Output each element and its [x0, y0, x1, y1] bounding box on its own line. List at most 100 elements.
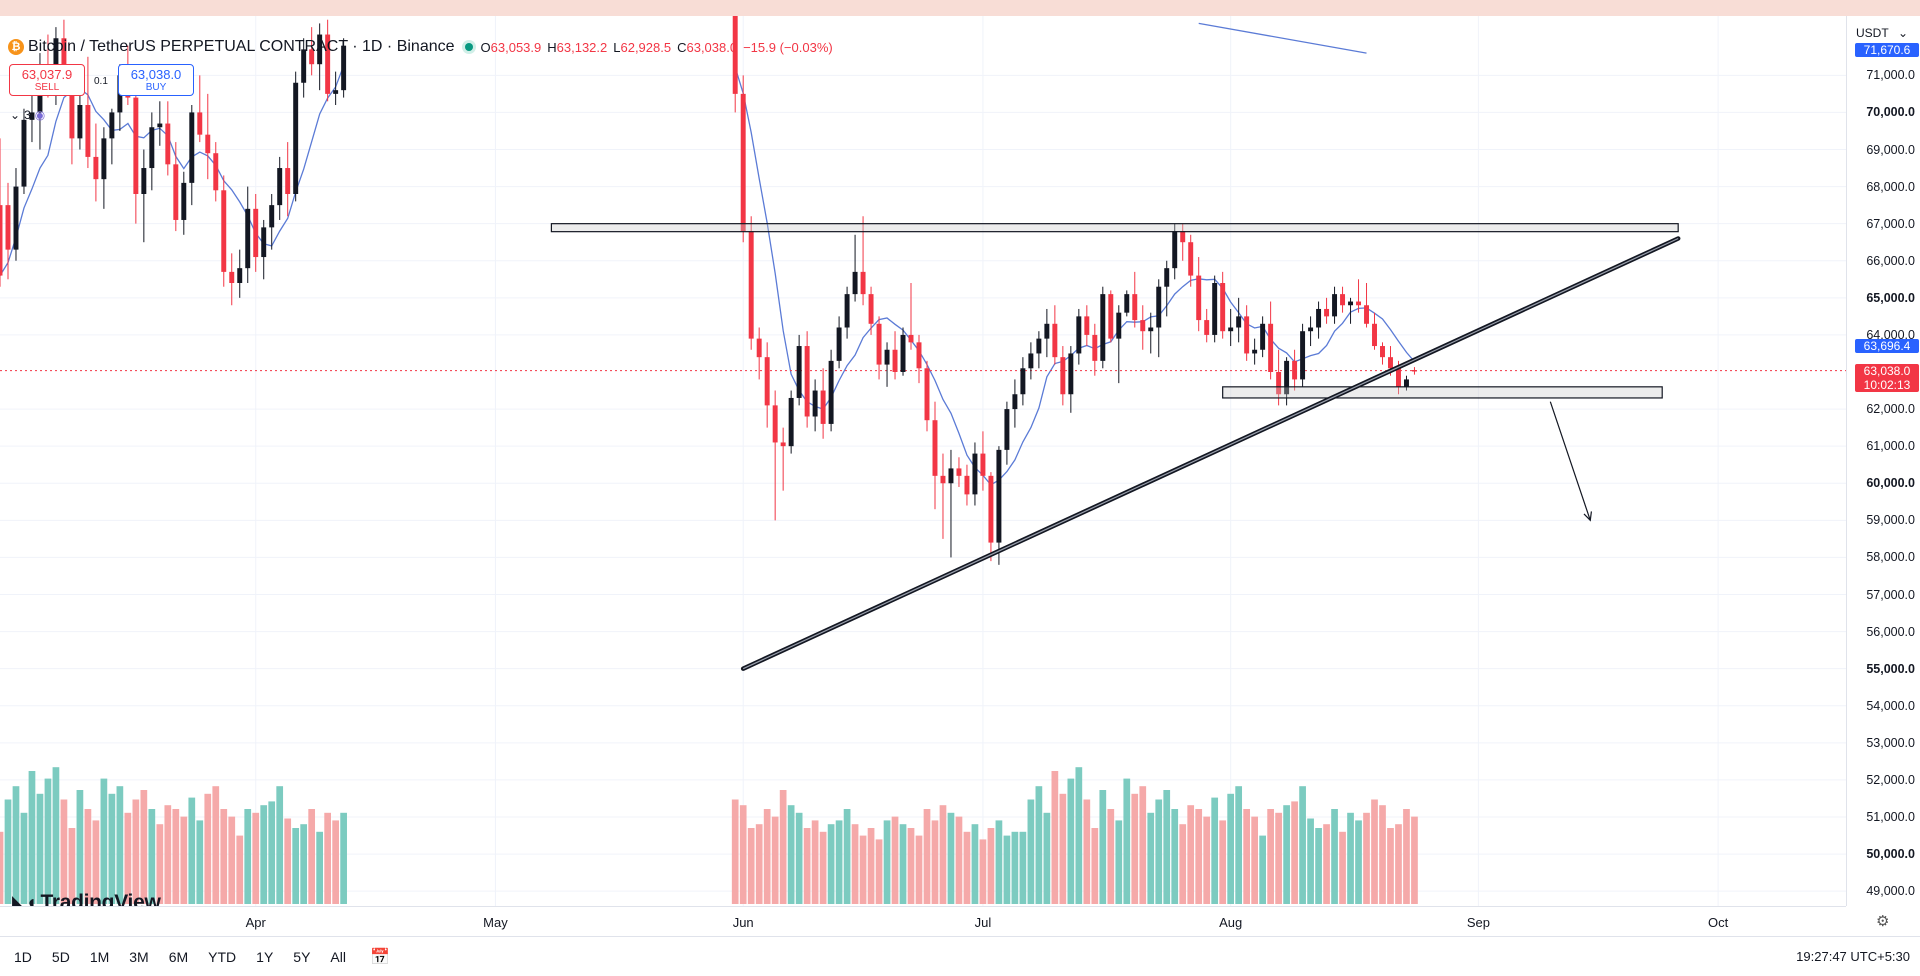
candle-body — [820, 390, 826, 424]
candle-body — [892, 349, 898, 372]
range-button-6m[interactable]: 6M — [168, 948, 189, 965]
volume-bar — [52, 767, 60, 904]
candle-body — [341, 45, 347, 91]
volume-bar — [4, 799, 12, 904]
candle-body — [149, 127, 155, 169]
ohlc-high: H63,132.2 — [547, 39, 608, 55]
time-axis[interactable]: Apr May Jun Jul Aug Sep Oct — [0, 906, 1846, 937]
volume-bar — [1363, 812, 1370, 904]
candle-body — [916, 342, 922, 369]
candle-body — [317, 34, 323, 65]
spread-value: 0.1 — [94, 76, 108, 87]
volume-bar — [1075, 767, 1083, 904]
candle-body — [261, 227, 267, 258]
candle-body — [828, 360, 834, 424]
moving-average-tail — [1198, 22, 1367, 54]
price-tick-label: 57,000.0 — [1866, 587, 1915, 602]
tradingview-logo[interactable]: ◣◖ TradingView — [12, 890, 161, 907]
candle-body — [1244, 316, 1250, 354]
price-tick-label: 49,000.0 — [1866, 884, 1915, 899]
volume-bar — [1283, 805, 1290, 904]
volume-bar — [955, 816, 963, 904]
volume-bar — [939, 805, 947, 904]
candle-body — [780, 442, 786, 447]
chart-pane[interactable]: ₿ Bitcoin / TetherUS PERPETUAL CONTRACT … — [0, 16, 1846, 906]
candle-body — [1411, 369, 1417, 372]
candle-body — [197, 112, 203, 135]
price-tick-label: 68,000.0 — [1866, 179, 1915, 194]
volume-bar — [1275, 812, 1282, 904]
currency-select[interactable]: USDT ⌄ — [1852, 22, 1912, 44]
volume-bar — [915, 835, 923, 904]
volume-bar — [236, 835, 244, 904]
volume-bar — [1347, 812, 1354, 904]
candle-body — [956, 468, 962, 476]
volume-bar — [284, 818, 292, 904]
clock[interactable]: 19:27:47 UTC+5:30 — [1796, 949, 1910, 964]
volume-bar — [1067, 778, 1075, 904]
price-axis[interactable]: 71,000.0 70,000.0 69,000.0 68,000.0 67,000.0… — [1846, 16, 1920, 906]
candle-body — [1260, 323, 1266, 350]
range-button-5d[interactable]: 5D — [51, 948, 70, 965]
volume-bar — [731, 799, 739, 904]
indicator-eye-icon[interactable]: ◉ — [34, 108, 46, 122]
candle-body — [1403, 379, 1409, 387]
range-button-3m[interactable]: 3M — [129, 948, 149, 965]
range-button-1d[interactable]: 1D — [14, 948, 32, 965]
candle-body — [804, 346, 810, 417]
time-tick-label: May — [483, 915, 508, 930]
volume-bar — [1211, 797, 1219, 904]
calendar-icon[interactable]: 📅 — [369, 948, 390, 966]
volume-bar — [92, 820, 100, 904]
buy-label: BUY — [145, 82, 167, 93]
candle-body — [181, 182, 187, 220]
range-button-5y[interactable]: 5Y — [293, 948, 311, 965]
volume-bar — [1371, 799, 1378, 904]
candle-body — [0, 205, 3, 276]
candle-body — [1300, 331, 1306, 380]
buy-button[interactable]: 63,038.0 BUY — [118, 64, 194, 96]
candle-body — [69, 82, 75, 139]
candle-body — [93, 156, 99, 180]
candle-body — [85, 105, 91, 157]
volume-bar — [1003, 835, 1011, 904]
volume-bar — [1091, 828, 1099, 904]
candle-body — [1004, 409, 1010, 450]
range-button-1m[interactable]: 1M — [89, 948, 110, 965]
volume-bar — [819, 831, 827, 904]
projection-arrow-head — [1583, 511, 1592, 522]
gear-icon[interactable]: ⚙ — [1876, 913, 1890, 930]
range-button-ytd[interactable]: YTD — [208, 948, 237, 965]
volume-bar — [1115, 820, 1123, 904]
volume-bar — [180, 816, 188, 904]
price-chart-canvas[interactable] — [0, 16, 1846, 906]
price-tick-label: 53,000.0 — [1866, 735, 1915, 750]
candle-body — [796, 346, 802, 398]
candle-body — [237, 268, 243, 283]
candle-body — [173, 164, 179, 220]
volume-bar — [164, 805, 172, 904]
volume-bar — [1307, 818, 1314, 904]
range-button-all[interactable]: All — [330, 948, 346, 965]
volume-bar — [220, 809, 228, 904]
volume-bar — [739, 805, 747, 904]
volume-bar — [1187, 805, 1195, 904]
candle-body — [1100, 294, 1106, 361]
candle-body — [1196, 275, 1202, 321]
candle-body — [732, 16, 738, 94]
price-tick-label: 50,000.0 — [1866, 847, 1915, 862]
candle-body — [141, 168, 147, 194]
candle-body — [764, 357, 770, 406]
volume-bar — [803, 828, 811, 904]
volume-bar — [1219, 820, 1227, 904]
candle-body — [1372, 323, 1377, 347]
support-zone — [1222, 386, 1663, 399]
sell-button[interactable]: 63,037.9 SELL — [9, 64, 85, 96]
range-button-1y[interactable]: 1Y — [256, 948, 274, 965]
volume-bar — [84, 809, 92, 904]
volume-bar — [172, 809, 180, 904]
candle-body — [1332, 294, 1338, 317]
indicators-toggle[interactable]: ⌄ 3 ◉ — [10, 108, 45, 122]
volume-bar — [1403, 809, 1410, 904]
symbol-title[interactable]: Bitcoin / TetherUS PERPETUAL CONTRACT · … — [28, 38, 455, 55]
